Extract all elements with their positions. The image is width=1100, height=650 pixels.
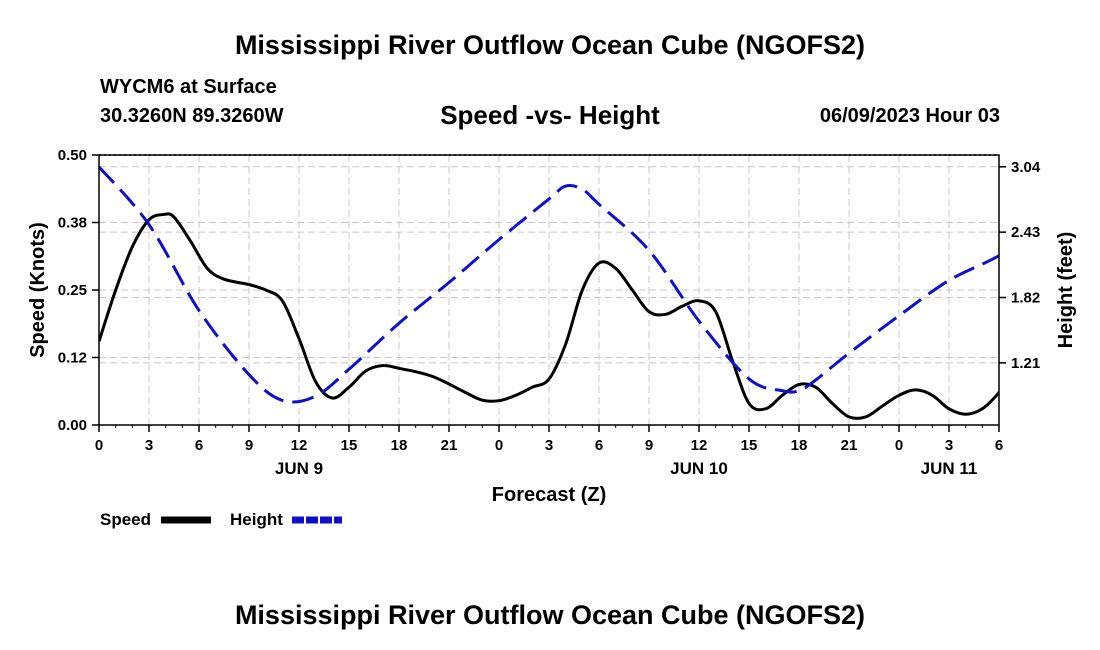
footer-title: Mississippi River Outflow Ocean Cube (NG… <box>234 600 866 630</box>
x-tick-label: 9 <box>245 437 253 454</box>
y2-tick-label: 3.04 <box>1011 159 1041 176</box>
y2-tick-label: 2.43 <box>1011 224 1040 241</box>
speed-series-line <box>99 212 999 420</box>
x-tick-label: 6 <box>595 437 603 454</box>
x-tick-label: 6 <box>195 437 203 454</box>
station-label: WYCM6 at Surface <box>100 76 277 98</box>
x-tick-label: 12 <box>691 437 708 454</box>
height-series-line <box>99 165 999 404</box>
legend-label-height: Height <box>230 510 283 529</box>
day-label: JUN 9 <box>275 459 323 478</box>
y-tick-label: 0.12 <box>58 350 87 367</box>
x-tick-label: 21 <box>841 437 858 454</box>
forecast-datetime: 06/09/2023 Hour 03 <box>819 105 1000 127</box>
x-tick-label: 18 <box>391 437 408 454</box>
x-axis-label: Forecast (Z) <box>492 484 606 506</box>
series-lines <box>99 165 999 420</box>
legend: Speed Height <box>100 510 342 529</box>
chart-subtitle: Speed -vs- Height <box>440 100 660 130</box>
x-tick-label: 0 <box>895 437 903 454</box>
y-tick-label: 0.25 <box>58 282 87 299</box>
day-label: JUN 11 <box>921 459 978 478</box>
x-tick-label: 3 <box>945 437 953 454</box>
x-tick-label: 0 <box>495 437 503 454</box>
x-tick-label: 15 <box>741 437 758 454</box>
grid-lines <box>99 154 999 425</box>
y-tick-label: 0.50 <box>58 147 87 164</box>
x-tick-label: 3 <box>145 437 153 454</box>
axes: 0 3 6 9 12 15 18 21 0 3 6 9 12 15 18 21 0 3 6 JUN 9 JUN 10 JU… <box>58 147 1041 478</box>
main-title: Mississippi River Outflow Ocean Cube (NG… <box>234 30 866 60</box>
y-axis-label: Speed (Knots) <box>27 222 49 358</box>
y-tick-label: 0.38 <box>58 215 87 232</box>
x-tick-label: 21 <box>441 437 458 454</box>
speed-height-chart: 0 3 6 9 12 15 18 21 0 3 6 9 12 15 18 21 0 3 6 JUN 9 JUN 10 JU… <box>27 147 1077 529</box>
station-coordinates: 30.3260N 89.3260W <box>100 105 284 127</box>
y-tick-label: 0.00 <box>58 417 87 434</box>
y2-axis-label: Height (feet) <box>1055 232 1077 349</box>
x-tick-label: 12 <box>291 437 308 454</box>
day-label: JUN 10 <box>670 459 728 478</box>
y2-tick-label: 1.21 <box>1011 355 1040 372</box>
x-tick-label: 18 <box>791 437 808 454</box>
x-tick-label: 15 <box>341 437 358 454</box>
x-tick-label: 0 <box>95 437 103 454</box>
x-tick-label: 6 <box>995 437 1003 454</box>
legend-label-speed: Speed <box>100 510 151 529</box>
x-tick-label: 3 <box>545 437 553 454</box>
y2-tick-label: 1.82 <box>1011 290 1040 307</box>
x-tick-label: 9 <box>645 437 653 454</box>
